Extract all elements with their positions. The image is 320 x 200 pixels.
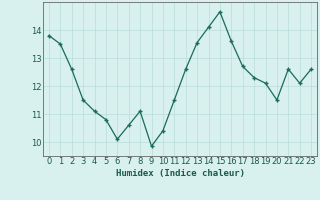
X-axis label: Humidex (Indice chaleur): Humidex (Indice chaleur): [116, 169, 244, 178]
